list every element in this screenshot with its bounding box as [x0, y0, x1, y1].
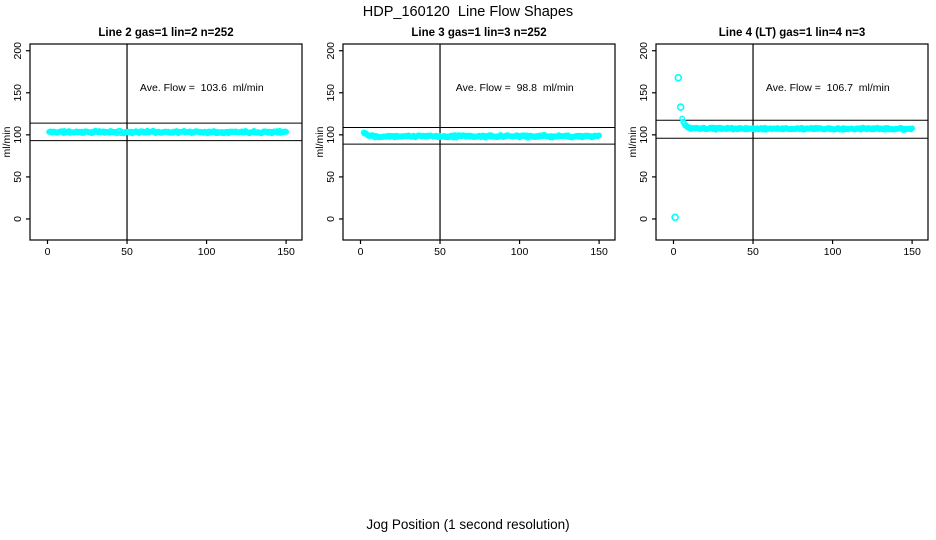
- svg-text:0: 0: [358, 246, 364, 258]
- svg-text:150: 150: [590, 246, 608, 258]
- svg-text:50: 50: [434, 246, 446, 258]
- svg-text:Line 4 (LT) gas=1 lin=4 n=3: Line 4 (LT) gas=1 lin=4 n=3: [719, 27, 865, 39]
- svg-text:0: 0: [325, 216, 337, 222]
- svg-text:100: 100: [638, 126, 650, 144]
- svg-text:Ave. Flow = 106.7 ml/min: Ave. Flow = 106.7 ml/min: [766, 82, 890, 94]
- svg-text:100: 100: [198, 246, 216, 258]
- panel-line-4-chart: Line 4 (LT) gas=1 lin=4 n=3 0 50 100 150 0 50 1…: [628, 24, 934, 266]
- figure-title: HDP_160120 Line Flow Shapes: [362, 4, 574, 20]
- panel-line-3-chart: Line 3 gas=1 lin=3 n=252 0 50 100 150 0 50 100 1…: [315, 24, 621, 266]
- svg-text:0: 0: [12, 216, 24, 222]
- svg-text:0: 0: [45, 246, 51, 258]
- svg-text:200: 200: [325, 42, 337, 60]
- svg-text:100: 100: [325, 126, 337, 144]
- svg-text:ml/min: ml/min: [315, 126, 326, 157]
- svg-text:100: 100: [12, 126, 24, 144]
- svg-text:Line 2 gas=1 lin=2 n=252: Line 2 gas=1 lin=2 n=252: [98, 27, 233, 39]
- svg-text:100: 100: [824, 246, 842, 258]
- svg-text:150: 150: [12, 84, 24, 102]
- svg-text:200: 200: [638, 42, 650, 60]
- svg-text:50: 50: [121, 246, 133, 258]
- panels-row: Line 2 gas=1 lin=2 n=252 0 50 100 150 0 50 100 1…: [2, 24, 934, 266]
- svg-text:0: 0: [671, 246, 677, 258]
- svg-text:50: 50: [747, 246, 759, 258]
- svg-text:150: 150: [277, 246, 295, 258]
- svg-text:50: 50: [638, 171, 650, 183]
- svg-text:150: 150: [903, 246, 921, 258]
- x-axis-label: Jog Position (1 second resolution): [366, 517, 570, 532]
- svg-text:0: 0: [638, 216, 650, 222]
- svg-text:50: 50: [325, 171, 337, 183]
- svg-text:Line 3 gas=1 lin=3 n=252: Line 3 gas=1 lin=3 n=252: [411, 27, 546, 39]
- panel-line-2-chart: Line 2 gas=1 lin=2 n=252 0 50 100 150 0 50 100 1…: [2, 24, 308, 266]
- svg-text:ml/min: ml/min: [628, 126, 639, 157]
- svg-text:Ave. Flow = 98.8 ml/min: Ave. Flow = 98.8 ml/min: [456, 82, 574, 94]
- svg-text:200: 200: [12, 42, 24, 60]
- svg-text:50: 50: [12, 171, 24, 183]
- svg-text:Ave. Flow = 103.6 ml/min: Ave. Flow = 103.6 ml/min: [140, 82, 264, 94]
- svg-text:100: 100: [511, 246, 529, 258]
- svg-text:ml/min: ml/min: [2, 126, 13, 157]
- svg-text:150: 150: [325, 84, 337, 102]
- svg-text:150: 150: [638, 84, 650, 102]
